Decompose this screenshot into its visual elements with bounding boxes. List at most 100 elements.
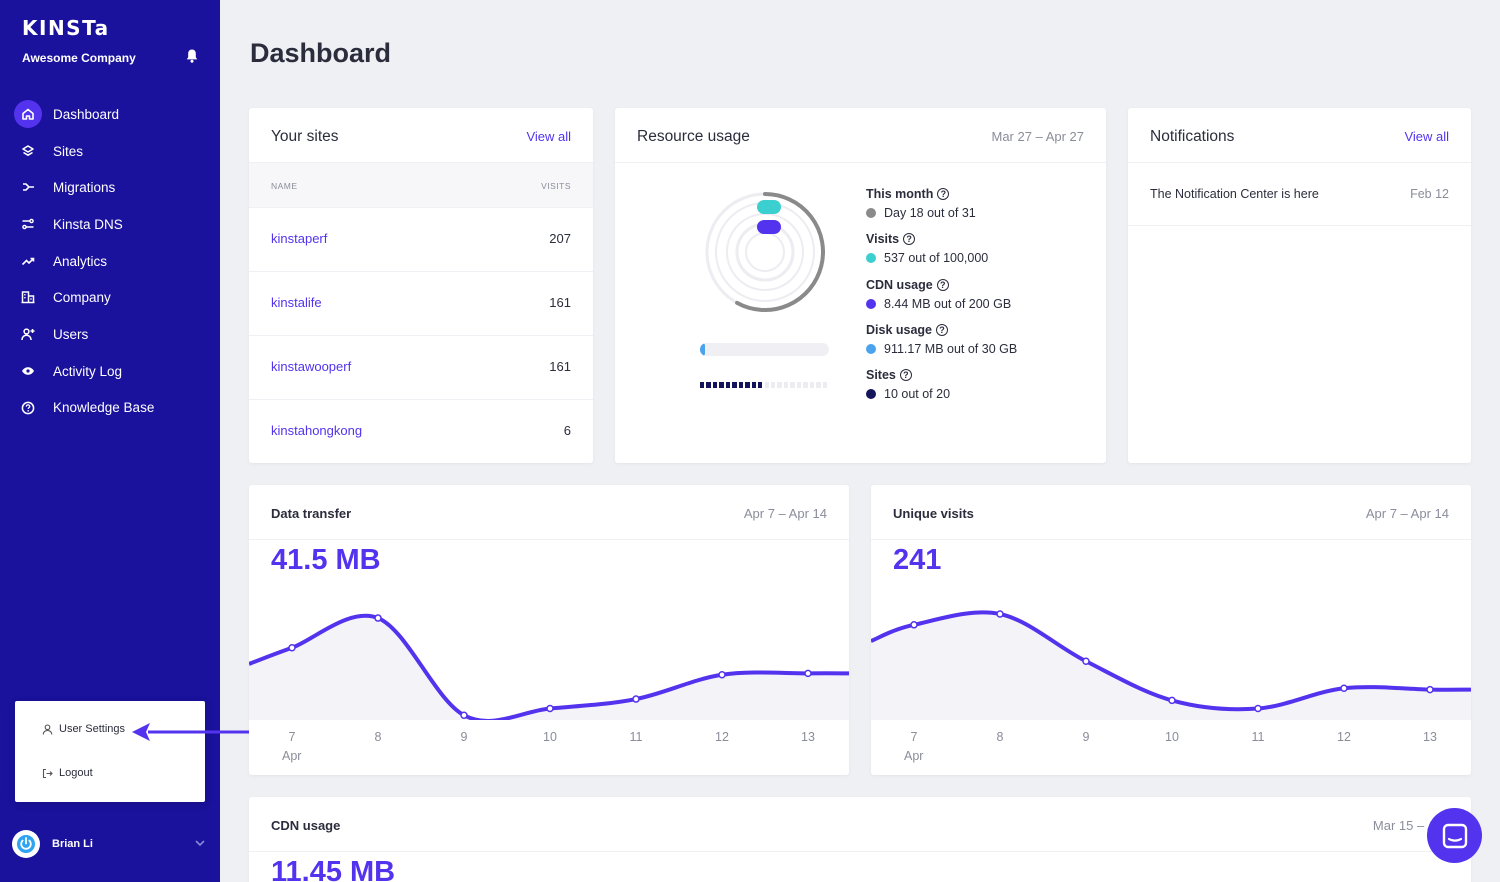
- data-point[interactable]: [632, 695, 640, 703]
- site-slot-block: [764, 382, 769, 388]
- dns-icon: [14, 210, 42, 238]
- nav-item-kinsta-dns[interactable]: Kinsta DNS: [0, 206, 220, 243]
- kinsta-logo[interactable]: KINSTa: [22, 16, 110, 40]
- chevron-down-icon: [195, 840, 205, 847]
- x-tick-label: 7: [910, 730, 918, 744]
- card-header: Your sites View all: [249, 108, 593, 163]
- site-slot-block: [745, 382, 750, 388]
- data-point[interactable]: [1168, 696, 1176, 705]
- table-row[interactable]: kinstaperf 207: [249, 207, 593, 271]
- card-title: CDN usage: [271, 818, 341, 833]
- data-point[interactable]: [1426, 685, 1434, 694]
- data-point[interactable]: [996, 610, 1004, 618]
- data-transfer-chart: [249, 613, 849, 720]
- nav-item-company[interactable]: Company: [0, 279, 220, 316]
- nav-item-migrations[interactable]: Migrations: [0, 169, 220, 206]
- building-icon: [14, 283, 42, 311]
- disk-usage-label: Disk usage?: [866, 323, 949, 337]
- logout-label: Logout: [59, 767, 93, 779]
- card-title: Unique visits: [893, 506, 974, 521]
- notification-item[interactable]: The Notification Center is here Feb 12: [1128, 164, 1471, 226]
- card-header: Notifications View all: [1128, 108, 1471, 163]
- chat-icon: [1442, 823, 1467, 848]
- bell-icon[interactable]: [186, 49, 198, 63]
- card-title: Data transfer: [271, 506, 352, 521]
- site-slot-block: [803, 382, 808, 388]
- site-visits: 161: [549, 359, 571, 374]
- site-visits: 207: [549, 231, 571, 246]
- data-point[interactable]: [718, 671, 726, 679]
- value-text: 8.44 MB out of 200 GB: [884, 297, 1012, 311]
- data-transfer-card: Data transfer Apr 7 – Apr 14 41.5 MB Apr…: [249, 485, 849, 775]
- site-slot-block: [816, 382, 821, 388]
- site-name-link[interactable]: kinstalife: [271, 295, 322, 310]
- nav-item-activity-log[interactable]: Activity Log: [0, 353, 220, 390]
- help-icon[interactable]: ?: [936, 324, 949, 336]
- logout-menu-item[interactable]: Logout: [42, 767, 93, 779]
- site-slot-block: [738, 382, 744, 388]
- nav-item-sites[interactable]: Sites: [0, 133, 220, 170]
- value-text: 911.17 MB out of 30 GB: [884, 342, 1018, 356]
- card-header: CDN usage Mar 15 – Ap: [249, 797, 1471, 852]
- value-text: Day 18 out of 31: [884, 206, 976, 220]
- user-account-toggle[interactable]: Brian Li: [0, 826, 220, 862]
- unique-visits-chart: [871, 610, 1471, 720]
- data-point[interactable]: [374, 614, 382, 622]
- table-row[interactable]: kinstalife 161: [249, 271, 593, 335]
- table-row[interactable]: kinstawooperf 161: [249, 335, 593, 399]
- label-text: Sites: [866, 368, 896, 382]
- nav-item-users[interactable]: Users: [0, 316, 220, 353]
- label-text: Disk usage: [866, 323, 933, 337]
- sites-value: 10 out of 20: [866, 387, 950, 401]
- help-icon[interactable]: ?: [936, 279, 949, 291]
- series-line: [249, 613, 849, 720]
- view-all-sites-link[interactable]: View all: [526, 129, 571, 144]
- col-name: NAME: [271, 181, 298, 191]
- user-settings-menu-item[interactable]: User Settings: [42, 723, 125, 735]
- unique-visits-total: 241: [893, 544, 942, 576]
- chat-button[interactable]: [1427, 808, 1482, 863]
- legend-dot: [866, 344, 876, 354]
- view-all-notifications-link[interactable]: View all: [1404, 129, 1449, 144]
- your-sites-card: Your sites View all NAME VISITS kinstape…: [249, 108, 593, 463]
- site-slot-block: [706, 382, 711, 388]
- cdn-usage-value: 8.44 MB out of 200 GB: [866, 297, 1011, 311]
- data-point[interactable]: [910, 621, 918, 629]
- x-month-label: Apr: [904, 749, 924, 763]
- data-point[interactable]: [546, 704, 554, 713]
- data-point[interactable]: [460, 711, 468, 719]
- data-point[interactable]: [1254, 704, 1262, 713]
- data-point[interactable]: [1340, 684, 1348, 692]
- x-tick-label: 8: [996, 730, 1004, 744]
- site-name-link[interactable]: kinstawooperf: [271, 359, 352, 374]
- value-text: 10 out of 20: [884, 387, 951, 401]
- date-range: Apr 7 – Apr 14: [1365, 506, 1449, 521]
- nav-label: Migrations: [53, 180, 116, 196]
- nav-label: Company: [53, 290, 111, 306]
- disk-usage-value: 911.17 MB out of 30 GB: [866, 342, 1017, 356]
- card-header: Resource usage Mar 27 – Apr 27: [615, 108, 1106, 163]
- avatar: [12, 830, 40, 858]
- help-icon[interactable]: ?: [937, 188, 950, 200]
- cdn-usage-label: CDN usage?: [866, 278, 949, 292]
- nav-item-analytics[interactable]: Analytics: [0, 243, 220, 280]
- table-row[interactable]: kinstahongkong 6: [249, 399, 593, 463]
- site-name-link[interactable]: kinstaperf: [271, 231, 328, 246]
- site-slot-block: [719, 382, 724, 388]
- x-tick-label: 8: [374, 730, 382, 744]
- power-icon: [17, 835, 35, 853]
- visits-label: Visits?: [866, 232, 916, 246]
- migrate-arrow-icon: [14, 173, 42, 201]
- data-point[interactable]: [288, 644, 296, 652]
- site-name-link[interactable]: kinstahongkong: [271, 423, 363, 438]
- help-icon[interactable]: ?: [899, 369, 912, 381]
- data-point[interactable]: [804, 669, 812, 678]
- visits-marker: [757, 200, 781, 214]
- nav-item-knowledge-base[interactable]: Knowledge Base: [0, 390, 220, 427]
- add-user-icon: [14, 320, 42, 348]
- help-icon[interactable]: ?: [903, 233, 916, 245]
- nav-label: Users: [53, 326, 89, 342]
- data-point[interactable]: [1082, 657, 1090, 665]
- card-header: Data transfer Apr 7 – Apr 14: [249, 485, 849, 540]
- nav-item-dashboard[interactable]: Dashboard: [0, 96, 220, 133]
